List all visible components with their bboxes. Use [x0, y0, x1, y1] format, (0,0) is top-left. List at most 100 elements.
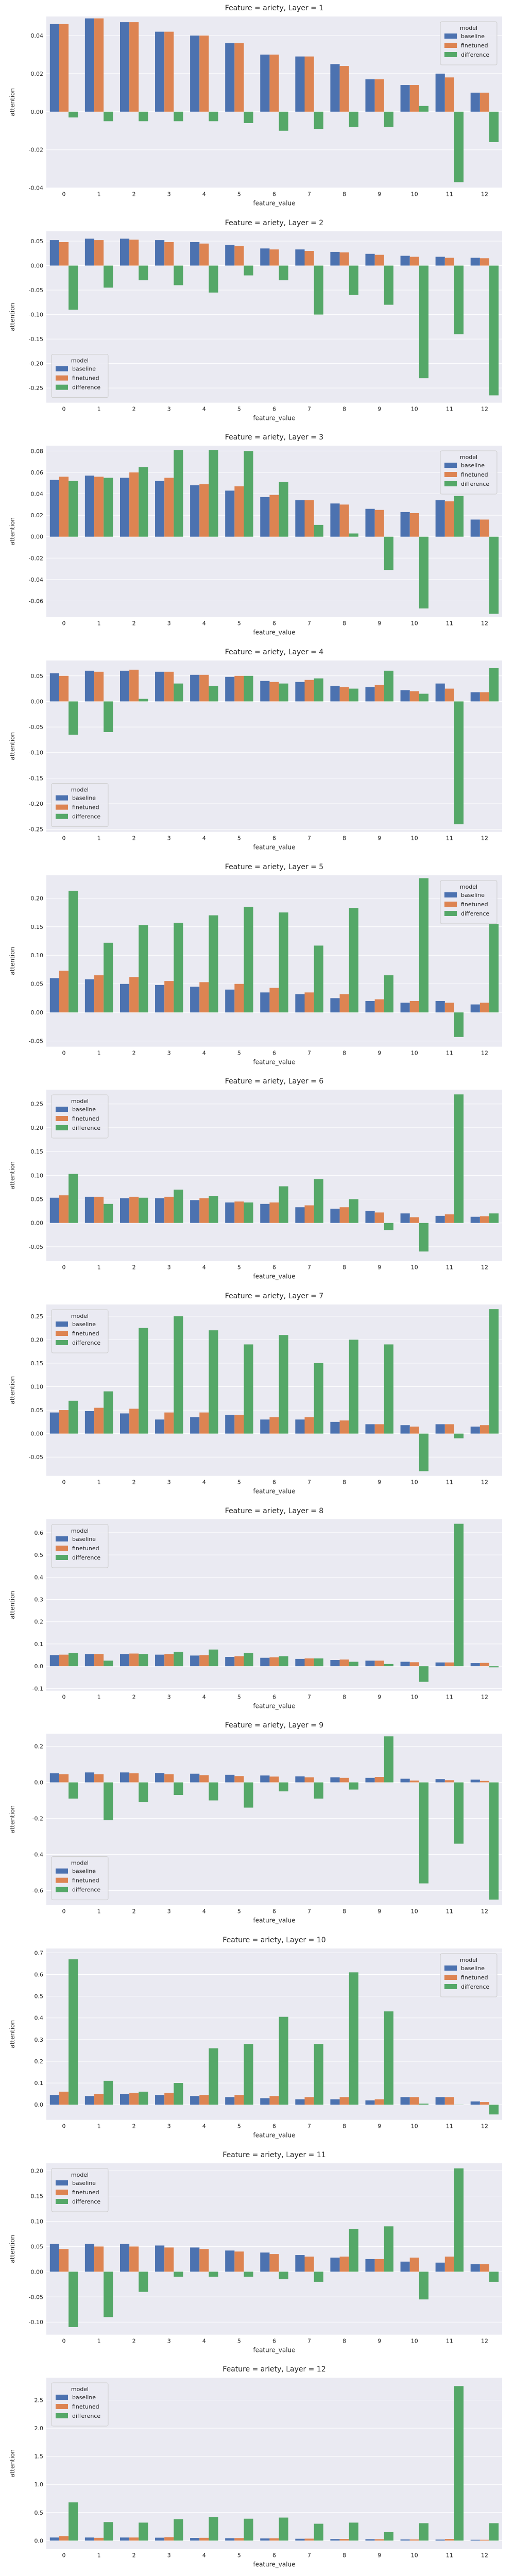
bar-finetuned-1	[94, 1197, 104, 1224]
y-tick-label: 0.04	[31, 491, 43, 498]
bar-difference-7	[314, 525, 323, 537]
bar-finetuned-7	[304, 2097, 314, 2105]
x-tick-label: 4	[202, 191, 206, 198]
bar-baseline-2	[119, 2244, 130, 2272]
y-tick-label: -0.10	[29, 311, 43, 318]
bar-baseline-6	[260, 2252, 270, 2272]
bar-baseline-11	[435, 1001, 445, 1012]
bar-finetuned-0	[59, 2248, 69, 2272]
y-tick-label: 0.20	[31, 1336, 43, 1343]
plot-area	[46, 1948, 502, 2120]
bar-finetuned-1	[94, 1774, 104, 1783]
bar-finetuned-10	[409, 513, 419, 537]
y-tick-label: 0.00	[31, 2268, 43, 2275]
legend: model baseline finetuned difference	[51, 783, 109, 827]
y-tick-label: 0.3	[35, 2037, 43, 2043]
bar-difference-7	[314, 265, 323, 315]
bar-finetuned-4	[199, 2538, 209, 2541]
chart-title: Feature = ariety, Layer = 11	[222, 2151, 325, 2159]
bar-difference-0	[68, 701, 78, 735]
bar-baseline-8	[330, 2257, 340, 2272]
x-tick-label: 4	[202, 2337, 206, 2344]
legend-title: model	[460, 1957, 477, 1963]
x-tick-label: 6	[272, 1264, 276, 1271]
bar-baseline-9	[365, 1660, 375, 1666]
bar-difference-1	[104, 1204, 113, 1224]
bar-baseline-2	[119, 238, 130, 266]
bar-finetuned-4	[199, 1412, 209, 1434]
bar-baseline-0	[49, 1198, 59, 1224]
x-tick-label: 11	[446, 2552, 453, 2559]
bar-baseline-0	[49, 1655, 59, 1666]
bar-baseline-0	[49, 240, 59, 266]
bar-finetuned-3	[164, 1654, 174, 1666]
legend-swatch-difference	[56, 2413, 68, 2419]
x-tick-label: 11	[446, 2123, 453, 2130]
legend-label-finetuned: finetuned	[72, 1115, 99, 1122]
legend-title: model	[71, 1098, 89, 1105]
bar-difference-3	[174, 1190, 183, 1224]
x-tick-label: 4	[202, 2123, 206, 2130]
bar-finetuned-0	[59, 477, 69, 537]
bar-difference-4	[209, 265, 218, 293]
bar-baseline-3	[155, 1654, 165, 1666]
bar-baseline-6	[260, 248, 270, 266]
legend-label-baseline: baseline	[72, 1321, 96, 1328]
bar-finetuned-12	[479, 692, 490, 702]
bar-difference-2	[139, 2091, 148, 2105]
bar-finetuned-0	[59, 1410, 69, 1434]
bar-finetuned-6	[269, 988, 279, 1012]
bar-difference-0	[68, 2502, 78, 2541]
x-tick-label: 7	[307, 191, 311, 198]
legend-label-baseline: baseline	[461, 892, 485, 899]
x-tick-label: 8	[342, 2337, 346, 2344]
bar-finetuned-3	[164, 31, 174, 112]
legend-swatch-difference	[56, 1125, 68, 1131]
bar-difference-12	[489, 1782, 499, 1900]
bar-finetuned-9	[374, 999, 384, 1012]
bar-baseline-11	[435, 500, 445, 537]
y-tick-label: -0.10	[29, 750, 43, 756]
bar-finetuned-7	[304, 250, 314, 266]
bar-difference-7	[314, 945, 323, 1012]
x-tick-label: 6	[272, 405, 276, 412]
x-tick-label: 11	[446, 191, 453, 198]
bar-baseline-4	[190, 1200, 200, 1224]
legend-label-baseline: baseline	[72, 1536, 96, 1543]
bar-baseline-9	[365, 1001, 375, 1012]
bar-difference-8	[349, 111, 358, 127]
x-tick-label: 11	[446, 835, 453, 842]
x-tick-label: 5	[237, 191, 241, 198]
bar-chart-layer-7: Feature = ariety, Layer = 7 -0.05 0.00 0.05…	[9, 1292, 502, 1495]
y-tick-label: -0.02	[29, 147, 43, 154]
bar-baseline-1	[84, 2096, 95, 2105]
bar-finetuned-6	[269, 2538, 279, 2541]
y-tick-label: 0.00	[31, 1009, 43, 1016]
bar-finetuned-9	[374, 1424, 384, 1434]
bar-finetuned-2	[129, 1197, 139, 1224]
x-tick-label: 6	[272, 2123, 276, 2130]
legend-label-difference: difference	[461, 910, 489, 917]
bar-baseline-11	[435, 683, 445, 702]
bar-difference-12	[489, 265, 499, 396]
bar-difference-12	[489, 2523, 499, 2541]
x-tick-label: 5	[237, 405, 241, 412]
bar-baseline-4	[190, 1417, 200, 1434]
bar-finetuned-4	[199, 674, 209, 702]
bar-baseline-9	[365, 2539, 375, 2541]
x-tick-label: 5	[237, 1479, 241, 1486]
bar-chart-layer-3: Feature = ariety, Layer = 3 -0.06 -0.04 -0.…	[9, 433, 502, 636]
bar-difference-5	[244, 265, 253, 276]
bar-difference-0	[68, 1174, 78, 1224]
x-tick-label: 7	[307, 1264, 311, 1271]
bar-difference-3	[174, 1316, 183, 1434]
x-tick-label: 2	[132, 1908, 136, 1915]
bar-baseline-1	[84, 2244, 95, 2272]
bar-difference-5	[244, 1652, 253, 1666]
y-tick-label: -0.05	[29, 724, 43, 731]
bar-finetuned-10	[409, 691, 419, 702]
bar-difference-9	[384, 2226, 393, 2272]
x-tick-label: 8	[342, 1264, 346, 1271]
x-tick-label: 11	[446, 1693, 453, 1700]
bar-difference-12	[489, 537, 499, 614]
